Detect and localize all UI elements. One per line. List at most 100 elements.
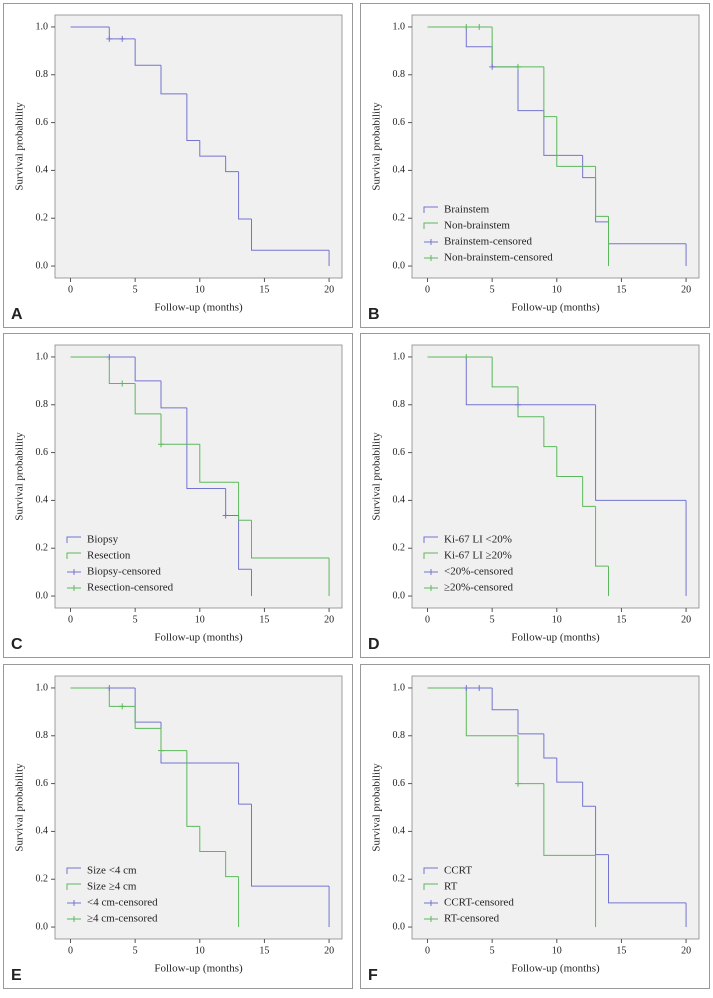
survival-step	[543, 733, 557, 759]
plot-area	[54, 14, 343, 279]
censor-mark	[515, 63, 522, 70]
legend-symbol	[423, 883, 438, 890]
legend-label: <20%-censored	[444, 566, 514, 578]
panel: 0.0 0.2 0.4 0.6 0.8 1.0 0 5 10 15 20 Follow-up (mon…	[3, 3, 353, 328]
x-axis-label: Follow-up (months)	[511, 963, 600, 975]
survival-step	[238, 763, 252, 805]
survival-step	[517, 66, 544, 112]
x-axis-label: Follow-up (months)	[154, 302, 243, 314]
x-axis-label: Follow-up (months)	[511, 302, 600, 314]
x-tick-label: 10	[195, 284, 205, 295]
survival-step	[543, 783, 596, 856]
legend-label: Brainstem	[444, 204, 490, 216]
survival-step	[108, 356, 136, 384]
panel-label: D	[368, 636, 380, 653]
y-tick-label: 0.4	[393, 826, 406, 837]
y-tick-label: 0.0	[393, 921, 406, 932]
legend-label: ≥4 cm-censored	[87, 913, 158, 925]
y-tick-label: 0.6	[36, 117, 49, 128]
x-tick-label: 5	[490, 614, 495, 625]
censor-mark	[463, 23, 470, 30]
survival-step	[134, 38, 162, 66]
survival-step	[238, 171, 252, 220]
x-tick-label: 5	[490, 945, 495, 956]
survival-step	[517, 386, 544, 418]
legend-label: ≥20%-censored	[444, 582, 513, 594]
survival-step	[238, 515, 252, 570]
y-tick-label: 0.8	[393, 399, 406, 410]
x-tick-label: 0	[68, 614, 73, 625]
legend-label: Non-brainstem-censored	[444, 252, 553, 264]
x-tick-label: 10	[552, 614, 562, 625]
censor-mark	[515, 401, 522, 408]
y-tick-label: 0.6	[36, 447, 49, 458]
survival-step	[556, 116, 596, 167]
y-axis-label: Survival probability	[371, 432, 383, 521]
panel: 0.0 0.2 0.4 0.6 0.8 1.0 0 5 10 15 20 Follow-up (mon…	[360, 664, 710, 989]
y-tick-label: 0.4	[393, 495, 406, 506]
x-tick-label: 15	[616, 945, 626, 956]
survival-step	[199, 444, 239, 483]
survival-step	[556, 758, 583, 783]
x-tick-label: 10	[552, 284, 562, 295]
y-tick-label: 0.0	[393, 590, 406, 601]
legend-label: Non-brainstem	[444, 220, 510, 232]
y-tick-label: 0.2	[393, 874, 406, 885]
x-tick-label: 20	[324, 945, 334, 956]
y-tick-label: 0.8	[36, 399, 49, 410]
legend-symbol	[66, 867, 81, 874]
legend-symbol	[67, 569, 81, 575]
x-tick-label: 10	[195, 945, 205, 956]
legend-label: Biopsy-censored	[87, 566, 161, 578]
y-tick-label: 0.2	[393, 543, 406, 554]
legend-label: Size <4 cm	[87, 865, 137, 877]
y-tick-label: 0.6	[36, 778, 49, 789]
legend-symbol	[423, 536, 438, 543]
legend-symbol	[423, 552, 438, 559]
x-tick-label: 15	[616, 614, 626, 625]
survival-step	[251, 520, 330, 559]
y-tick-label: 0.2	[36, 543, 49, 554]
legend-label: Biopsy	[87, 534, 119, 546]
y-tick-label: 0.2	[393, 213, 406, 224]
survival-step	[595, 806, 609, 856]
x-axis-label: Follow-up (months)	[154, 963, 243, 975]
survival-step	[465, 687, 519, 737]
survival-step	[465, 356, 596, 406]
y-tick-label: 1.0	[36, 351, 49, 362]
plot-area	[411, 14, 700, 279]
panel-label: F	[368, 967, 378, 984]
x-tick-label: 15	[259, 614, 269, 625]
survival-step	[543, 66, 557, 118]
censor-mark	[158, 747, 165, 754]
y-tick-label: 1.0	[36, 21, 49, 32]
censor-mark	[158, 441, 165, 448]
survival-step	[608, 854, 687, 904]
y-axis-label: Survival probability	[14, 763, 26, 852]
y-tick-label: 0.4	[36, 165, 49, 176]
y-tick-label: 0.6	[393, 778, 406, 789]
y-tick-label: 0.0	[393, 260, 406, 271]
x-tick-label: 0	[425, 284, 430, 295]
x-tick-label: 0	[425, 945, 430, 956]
legend-symbol	[66, 552, 81, 559]
y-axis-label: Survival probability	[371, 102, 383, 191]
panel-label: B	[368, 306, 380, 323]
x-tick-label: 15	[259, 945, 269, 956]
survival-step	[225, 156, 239, 173]
x-tick-label: 5	[133, 945, 138, 956]
plot-area	[411, 344, 700, 609]
survival-step	[582, 782, 596, 807]
x-tick-label: 5	[133, 284, 138, 295]
legend-symbol	[67, 585, 81, 591]
censor-mark	[463, 684, 470, 691]
plot-area	[411, 675, 700, 940]
y-tick-label: 1.0	[393, 682, 406, 693]
y-tick-label: 1.0	[36, 682, 49, 693]
survival-step	[160, 380, 187, 409]
x-tick-label: 5	[490, 284, 495, 295]
legend-label: Brainstem-censored	[444, 236, 532, 248]
censor-mark	[463, 353, 470, 360]
survival-step	[582, 476, 596, 507]
